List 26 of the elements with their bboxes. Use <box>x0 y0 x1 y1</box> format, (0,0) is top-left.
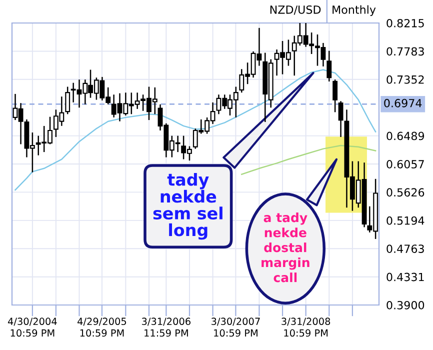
x-tick-label: 4/29/2005 10:59 PM <box>78 318 126 337</box>
y-tick-label: 0.6057 <box>386 160 424 168</box>
y-tick-label: 0.7352 <box>386 75 424 84</box>
line-series <box>14 69 376 191</box>
y-tick-label: 0.4331 <box>386 272 424 282</box>
line-series <box>241 144 376 175</box>
y-tick-label: 0.3900 <box>386 300 424 310</box>
annotation: a tady nekde dostal margin call <box>262 212 310 282</box>
y-tick-label: 0.5626 <box>386 188 424 197</box>
chart-subtitle: Monthly <box>332 5 376 16</box>
y-tick-label: 0.4763 <box>386 244 424 253</box>
x-tick-label: 3/30/2007 10:59 PM <box>212 318 260 337</box>
candlestick <box>326 50 332 82</box>
x-tick-label: 3/31/2006 11:59 PM <box>142 318 190 337</box>
chart-title: NZD/USD <box>270 5 321 15</box>
candlestick <box>65 86 70 114</box>
y-tick-label: 0.8215 <box>386 18 424 28</box>
annotation: tady nekde sem sel long <box>153 172 222 240</box>
x-tick-label: 3/31/2008 10:59 PM <box>282 318 330 337</box>
ref-line-label: 0.6974 <box>384 98 422 108</box>
y-tick-label: 0.6489 <box>386 132 424 140</box>
y-tick-label: 0.7783 <box>386 47 424 56</box>
x-tick-label: 4/30/2004 10:59 PM <box>8 318 57 337</box>
candlestick <box>338 101 344 138</box>
y-tick-label: 0.5194 <box>386 216 424 225</box>
candlestick <box>332 80 338 112</box>
